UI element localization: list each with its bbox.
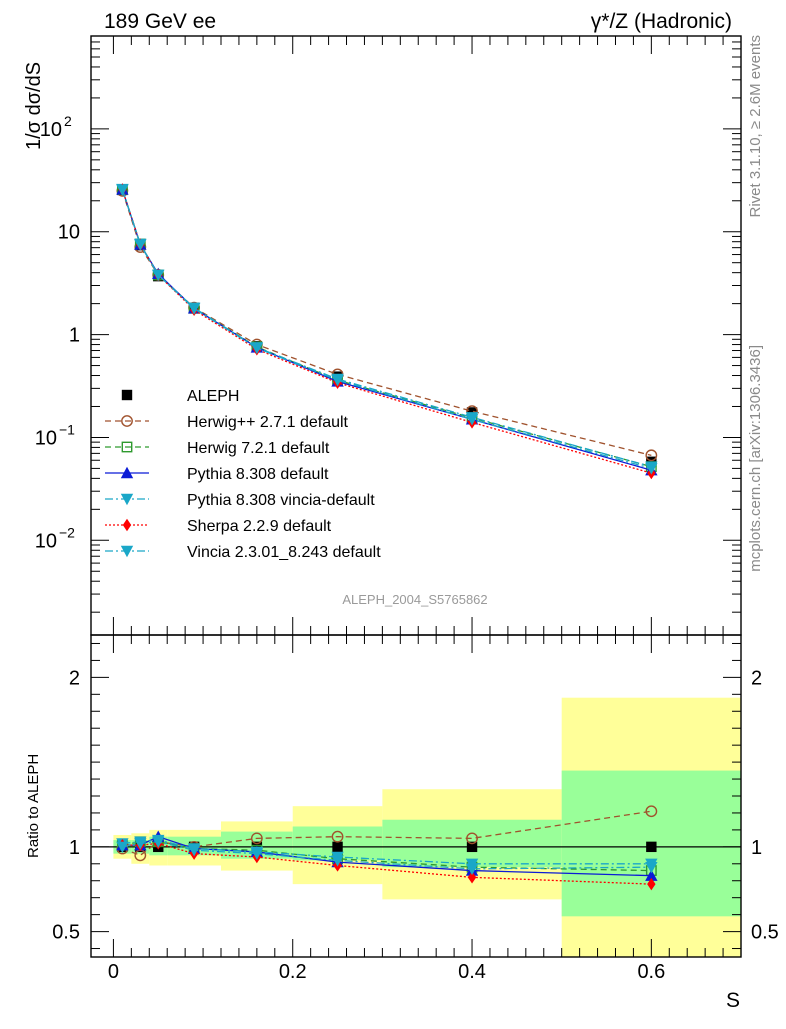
legend-label-sherpa: Sherpa 2.2.9 default — [187, 518, 332, 535]
left-title: 189 GeV ee — [104, 10, 216, 33]
ratio-point-pythia-7 — [645, 869, 658, 881]
ratio-series-layer — [116, 805, 658, 891]
ratio-y-axis-label: Ratio to ALEPH — [25, 754, 42, 858]
main-point-vincia-0 — [116, 184, 129, 196]
ratio-point-vincia-1 — [134, 838, 147, 850]
x-tick-label-2: 0.4 — [458, 961, 486, 983]
main-y-tick-label-0: 10 — [35, 530, 57, 552]
main-y-axis-label: 1/σ dσ/dS — [23, 62, 45, 150]
ratio-y-tick-label-right-1: 1 — [751, 837, 762, 859]
main-line-vincia — [121, 189, 652, 470]
ratio-y-tick-label-right-0: 0.5 — [751, 922, 779, 944]
legend: ALEPH Herwig++ 2.7.1 default Herwig 7.2.1 … — [105, 388, 381, 561]
legend-label-pythia_vincia: Pythia 8.308 vincia-default — [187, 492, 375, 509]
ratio-y-tick-label-left-2: 2 — [69, 667, 80, 689]
ratio-data-point-7 — [646, 841, 657, 853]
main-point-vincia-6 — [465, 414, 479, 426]
main-y-tick-label-4: 10 — [40, 119, 62, 141]
ratio-point-vincia-0 — [116, 841, 129, 854]
main-y-tick-exp-0: −2 — [59, 524, 75, 540]
legend-marker-pythia — [120, 466, 134, 479]
main-y-tick-label-1: 10 — [35, 427, 57, 449]
ratio-point-sherpa-6 — [467, 871, 477, 884]
ratio-point-herwigpp-7 — [645, 805, 658, 818]
ratio-data-point-5 — [332, 841, 343, 853]
ratio-point-vincia-4 — [250, 848, 264, 860]
legend-label-data: ALEPH — [187, 388, 239, 405]
legend-label-vincia: Vincia 2.3.01_8.243 default — [187, 544, 381, 561]
x-tick-label-3: 0.6 — [637, 961, 665, 983]
ratio-uncertainty-bands — [113, 697, 741, 957]
ratio-point-herwigpp-5 — [331, 830, 344, 843]
main-point-vincia-2 — [152, 269, 165, 282]
x-tick-label-0: 0 — [108, 961, 119, 983]
main-y-tick-exp-1: −1 — [59, 421, 75, 437]
analysis-label: ALEPH_2004_S5765862 — [342, 592, 487, 607]
ratio-point-herwigpp-4 — [250, 832, 263, 845]
ratio-point-vincia-3 — [187, 845, 201, 857]
mcplots-label: mcplots.cern.ch [arXiv:1306.3436] — [747, 345, 764, 572]
ratio-point-vincia-7 — [645, 861, 658, 874]
ratio-point-herwigpp-6 — [466, 832, 478, 845]
legend-marker-vincia — [120, 545, 134, 558]
main-line-sherpa — [121, 189, 652, 474]
legend-marker-sherpa — [122, 518, 132, 532]
legend-marker-data — [121, 389, 133, 401]
ratio-y-tick-label-left-0: 0.5 — [52, 922, 80, 944]
main-point-vincia-5 — [331, 375, 344, 387]
legend-label-pythia: Pythia 8.308 default — [187, 466, 329, 483]
ratio-data-point-6 — [466, 841, 478, 853]
legend-marker-herwigpp — [121, 415, 133, 427]
legend-marker-pythia_vincia — [120, 493, 134, 506]
x-axis-label: S — [726, 989, 740, 1012]
main-point-vincia-7 — [645, 463, 658, 475]
main-point-vincia-1 — [134, 239, 147, 251]
legend-label-herwig7: Herwig 7.2.1 default — [187, 440, 330, 457]
ratio-y-tick-label-right-2: 2 — [751, 667, 762, 689]
ratio-point-vincia-6 — [465, 863, 479, 876]
right-title: γ*/Z (Hadronic) — [591, 10, 732, 33]
ratio-point-vincia-2 — [152, 836, 165, 848]
main-y-tick-label-3: 10 — [58, 222, 80, 244]
legend-marker-herwig7 — [121, 441, 133, 453]
main-series-layer — [116, 183, 658, 480]
ratio-point-vincia-5 — [331, 855, 344, 867]
legend-label-herwigpp: Herwig++ 2.7.1 default — [187, 414, 349, 431]
rivet-label: Rivet 3.1.10, ≥ 2.6M events — [747, 35, 764, 218]
main-y-tick-label-2: 1 — [69, 325, 80, 347]
ratio-line-herwigpp — [122, 810, 652, 857]
main-point-vincia-3 — [187, 303, 201, 315]
x-tick-label-1: 0.2 — [279, 961, 307, 983]
ratio-y-tick-label-left-1: 1 — [69, 837, 80, 859]
main-point-vincia-4 — [250, 342, 264, 355]
ratio-point-sherpa-7 — [647, 877, 656, 891]
main-y-tick-exp-4: 2 — [64, 113, 72, 129]
main-point-herwigpp-7 — [645, 449, 658, 462]
